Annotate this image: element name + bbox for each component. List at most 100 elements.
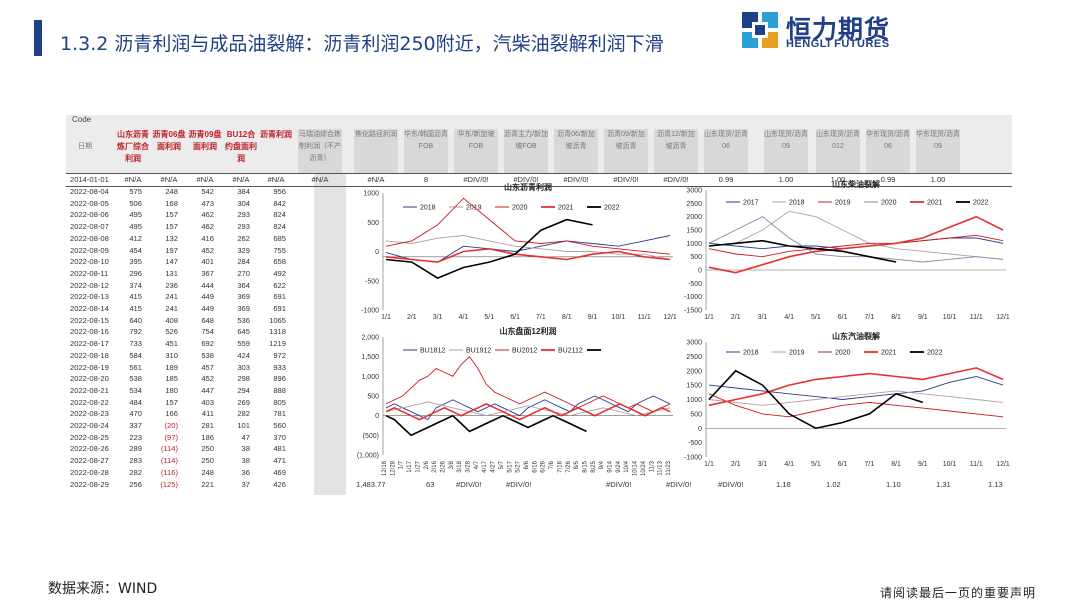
column-header-5: 沥青利润 [260,130,292,139]
row-cell: 481 [273,444,286,454]
first-row-cell: #N/A [160,175,178,184]
row-cell: 462 [201,222,214,232]
row-cell: 1219 [269,339,286,349]
row-cell: 888 [273,385,286,395]
row-cell: 526 [165,327,178,337]
row-cell: 484 [129,397,142,407]
row-cell: 457 [201,362,214,372]
first-row-cell: #N/A [196,175,214,184]
row-cell: 157 [165,222,178,232]
row-cell: 293 [237,222,250,232]
row-cell: 38 [241,444,250,454]
row-date: 2022-08-20 [70,374,109,384]
summary-cell: 63 [426,479,435,489]
table-row: 2022-08-25 223 (97) 186 47 370 [66,432,1012,443]
column-header-16: 山东现货/沥青012 [816,129,860,173]
row-cell: 250 [201,444,214,454]
table-row: 2022-08-17 733 451 692 559 1219 [66,338,1012,349]
summary-cell: #DIV/0! [506,479,532,489]
row-cell: 648 [201,315,214,325]
row-date: 2022-08-06 [70,210,109,220]
row-cell: 250 [201,456,214,466]
row-cell: 241 [165,304,178,313]
table-row: 2022-08-27 283 (114) 250 38 471 [66,455,1012,466]
row-cell: 755 [273,245,286,255]
summary-cell: 1,483.77 [356,479,386,489]
row-cell: 447 [201,385,214,395]
column-header-12: 沥青09/新加坡沥青 [604,129,648,173]
table-row: 2022-08-19 561 189 457 303 933 [66,362,1012,373]
row-cell: 395 [129,257,142,267]
summary-cell: #DIV/0! [456,479,482,489]
table-row: 2022-08-18 584 310 538 424 972 [66,350,1012,361]
row-cell: 415 [129,292,142,302]
row-cell: 896 [273,374,286,384]
row-date: 2022-08-15 [70,315,109,325]
row-date: 2022-08-07 [70,222,109,232]
row-cell: 805 [273,397,286,407]
row-cell: (114) [160,456,178,466]
column-header-2: 沥青06盘面利润 [152,130,186,151]
column-header-7: 焦化路径利润 [354,129,398,173]
row-cell: 584 [129,350,142,360]
table-row: 2022-08-07 495 157 462 293 824 [66,221,1012,232]
row-cell: 691 [273,292,286,302]
column-header-1: 山东沥青炼厂综合利润 [117,130,149,163]
row-date: 2022-08-21 [70,385,109,395]
row-cell: 147 [165,257,178,267]
row-cell: 754 [201,327,214,337]
column-header-13: 沥青12/新加坡沥青 [654,129,698,173]
row-cell: 221 [201,479,214,489]
row-cell: 189 [165,362,178,372]
row-date: 2022-08-27 [70,456,109,466]
row-cell: 575 [129,187,142,196]
row-cell: 298 [237,374,250,384]
row-cell: 534 [129,385,142,395]
row-cell: 369 [237,304,250,313]
row-cell: 185 [165,374,178,384]
row-cell: 452 [201,245,214,255]
first-row-cell: 0.99 [880,175,896,184]
row-cell: 560 [273,421,286,430]
row-cell: 166 [165,409,178,419]
first-row-cell: #N/A [124,175,142,184]
row-cell: (20) [164,421,178,430]
page-title: 1.3.2 沥青利润与成品油裂解：沥青利润250附近，汽柴油裂解利润下滑 [60,33,664,55]
row-cell: 412 [129,233,142,243]
row-cell: 415 [129,304,142,313]
row-cell: 281 [201,421,214,430]
row-cell: 824 [273,210,286,220]
row-cell: 424 [237,350,250,360]
row-cell: (97) [164,432,178,442]
spreadsheet-panel: Code 日期 山东沥青炼厂综合利润 沥青06盘面利润 沥青09盘面利润 BU12合约… [66,115,1012,495]
first-row-cell: 1.00 [930,175,946,184]
row-cell: 471 [273,456,286,466]
row-cell: 733 [129,339,142,349]
row-cell: 956 [273,187,286,196]
table-row: 2022-08-12 374 236 444 364 622 [66,280,1012,291]
row-cell: 933 [273,362,286,372]
row-cell: 645 [237,327,250,337]
table-row: 2022-08-08 412 132 416 262 685 [66,233,1012,244]
row-cell: 374 [129,280,142,290]
row-cell: 842 [273,198,286,208]
row-cell: 640 [129,315,142,325]
row-date: 2022-08-24 [70,421,109,430]
column-header-3: 沥青09盘面利润 [188,130,222,151]
row-cell: 454 [129,245,142,255]
table-row: 2022-08-04 575 248 542 384 956 [66,186,1012,197]
row-cell: 303 [237,362,250,372]
table-row: 2022-08-21 534 180 447 294 888 [66,385,1012,396]
table-row: 2022-08-11 296 131 367 270 492 [66,268,1012,279]
row-cell: 411 [201,409,214,419]
row-cell: 283 [129,456,142,466]
table-row: 2022-08-28 282 (116) 248 36 469 [66,467,1012,478]
row-cell: 691 [273,304,286,313]
table-row: 2022-08-09 454 197 452 329 755 [66,245,1012,256]
table-row: 2022-08-20 538 185 452 298 896 [66,373,1012,384]
row-cell: 256 [129,479,142,489]
first-row-cell: #DIV/0! [463,175,489,184]
row-date: 2022-08-22 [70,397,109,407]
row-cell: 248 [201,467,214,477]
row-cell: 542 [201,187,214,196]
